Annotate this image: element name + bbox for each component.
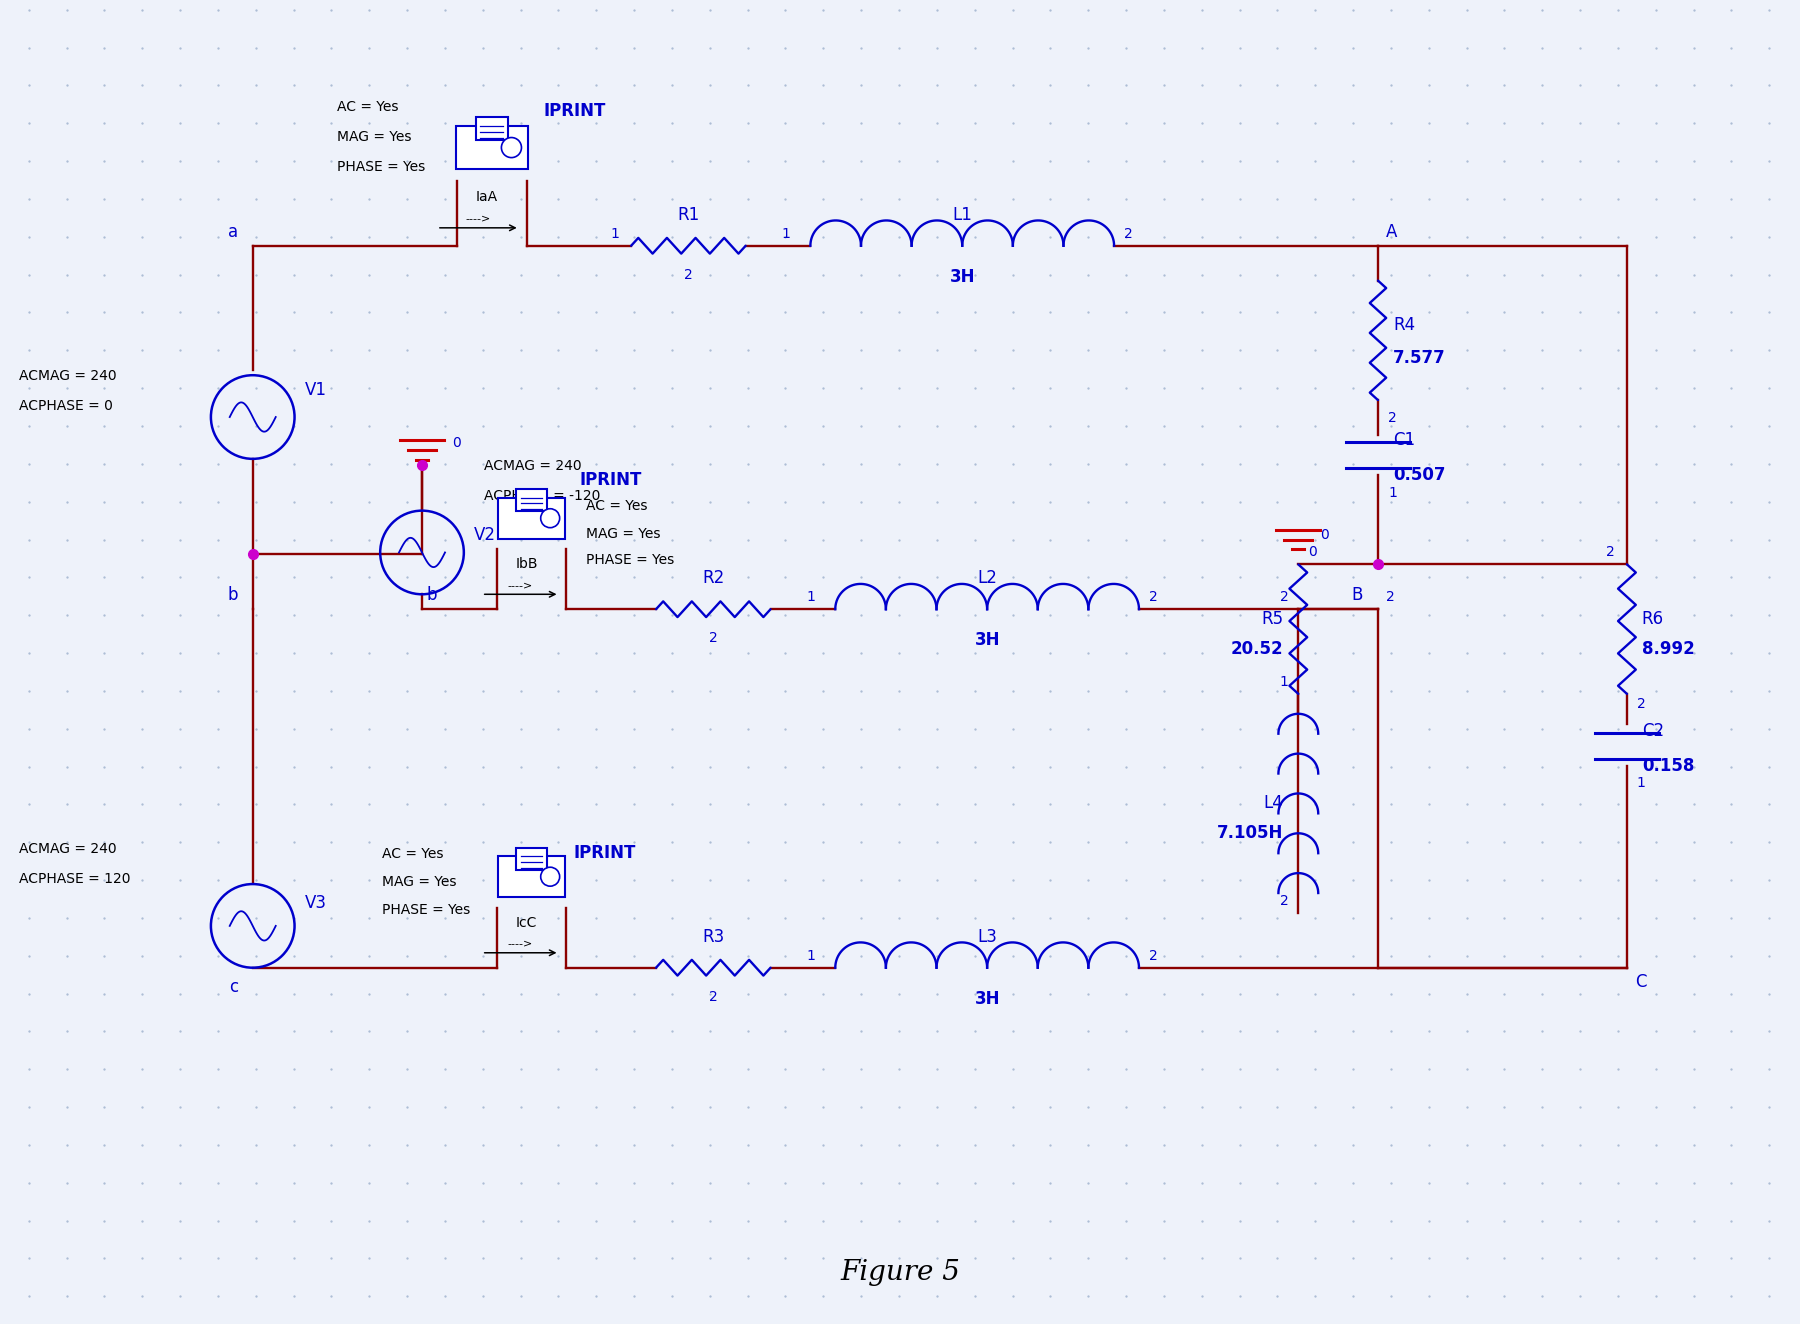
Text: ---->: ----> (508, 580, 533, 591)
Text: 2: 2 (1148, 591, 1157, 604)
Text: AC = Yes: AC = Yes (587, 499, 648, 512)
Text: IPRINT: IPRINT (544, 102, 607, 120)
Text: 2: 2 (1123, 226, 1132, 241)
Text: R2: R2 (702, 569, 724, 588)
Text: L1: L1 (952, 205, 972, 224)
Text: 3H: 3H (974, 989, 999, 1008)
Text: 2: 2 (1386, 591, 1395, 604)
Text: 1: 1 (1280, 675, 1289, 688)
Text: 2: 2 (1636, 696, 1645, 711)
Text: 2: 2 (1148, 949, 1157, 963)
Text: MAG = Yes: MAG = Yes (337, 130, 412, 144)
Text: 1: 1 (781, 226, 790, 241)
Text: 0.507: 0.507 (1393, 466, 1445, 483)
Text: ACMAG = 240: ACMAG = 240 (18, 369, 117, 383)
Bar (475, 117, 508, 140)
Text: 8.992: 8.992 (1642, 639, 1694, 658)
Text: 7.577: 7.577 (1393, 350, 1445, 367)
Text: AC = Yes: AC = Yes (382, 847, 443, 861)
Text: 3H: 3H (974, 632, 999, 649)
Text: V1: V1 (304, 381, 326, 399)
Text: 0: 0 (452, 436, 461, 450)
Circle shape (540, 508, 560, 528)
Text: 20.52: 20.52 (1231, 639, 1283, 658)
Bar (497, 498, 565, 539)
Text: 0: 0 (1309, 545, 1318, 560)
Text: IPRINT: IPRINT (580, 471, 643, 489)
Text: PHASE = Yes: PHASE = Yes (337, 160, 425, 173)
Text: A: A (1386, 222, 1397, 241)
Text: 1: 1 (1636, 776, 1645, 790)
Text: ACPHASE = -120: ACPHASE = -120 (484, 489, 599, 503)
Text: ACPHASE = 0: ACPHASE = 0 (18, 399, 113, 413)
Text: ACPHASE = 120: ACPHASE = 120 (18, 873, 130, 886)
Text: R6: R6 (1642, 610, 1663, 628)
Text: Figure 5: Figure 5 (841, 1259, 959, 1287)
Text: 3H: 3H (949, 267, 976, 286)
Bar (455, 126, 527, 169)
Text: AC = Yes: AC = Yes (337, 101, 400, 114)
Text: 2: 2 (709, 632, 718, 645)
Text: IPRINT: IPRINT (574, 845, 635, 862)
Text: R3: R3 (702, 928, 724, 945)
Text: V3: V3 (304, 894, 326, 912)
Text: 1: 1 (806, 949, 815, 963)
Text: ---->: ----> (508, 939, 533, 949)
Text: PHASE = Yes: PHASE = Yes (382, 903, 470, 918)
Text: C2: C2 (1642, 722, 1663, 740)
Text: L3: L3 (977, 928, 997, 945)
Text: R5: R5 (1262, 610, 1283, 628)
Text: 0.158: 0.158 (1642, 756, 1694, 775)
Text: b: b (227, 587, 238, 604)
Bar (497, 857, 565, 896)
Text: 2: 2 (709, 989, 718, 1004)
Text: C1: C1 (1393, 430, 1415, 449)
Text: 2: 2 (1280, 894, 1289, 908)
Text: 1: 1 (1388, 486, 1397, 499)
Bar (517, 490, 547, 511)
Text: ACMAG = 240: ACMAG = 240 (484, 459, 581, 473)
Text: ACMAG = 240: ACMAG = 240 (18, 842, 117, 857)
Bar (517, 847, 547, 870)
Text: MAG = Yes: MAG = Yes (382, 875, 457, 888)
Text: V2: V2 (473, 526, 495, 544)
Text: L4: L4 (1264, 794, 1283, 813)
Text: b: b (427, 587, 437, 604)
Text: 0: 0 (1319, 527, 1328, 542)
Text: 1: 1 (610, 226, 619, 241)
Text: 2: 2 (1606, 545, 1615, 560)
Text: c: c (229, 977, 238, 996)
Text: PHASE = Yes: PHASE = Yes (587, 553, 675, 568)
Text: L2: L2 (977, 569, 997, 588)
Text: MAG = Yes: MAG = Yes (587, 527, 661, 540)
Text: 7.105H: 7.105H (1217, 825, 1283, 842)
Circle shape (502, 138, 522, 158)
Text: C: C (1634, 973, 1647, 990)
Text: 2: 2 (1280, 591, 1289, 604)
Text: 2: 2 (684, 267, 693, 282)
Text: ---->: ----> (464, 214, 490, 224)
Text: B: B (1352, 587, 1363, 604)
Circle shape (540, 867, 560, 886)
Text: IcC: IcC (517, 916, 536, 929)
Text: IbB: IbB (515, 557, 538, 572)
Text: R4: R4 (1393, 316, 1415, 335)
Text: 2: 2 (1388, 410, 1397, 425)
Text: 1: 1 (806, 591, 815, 604)
Text: IaA: IaA (475, 189, 499, 204)
Text: a: a (227, 222, 238, 241)
Text: R1: R1 (677, 205, 700, 224)
